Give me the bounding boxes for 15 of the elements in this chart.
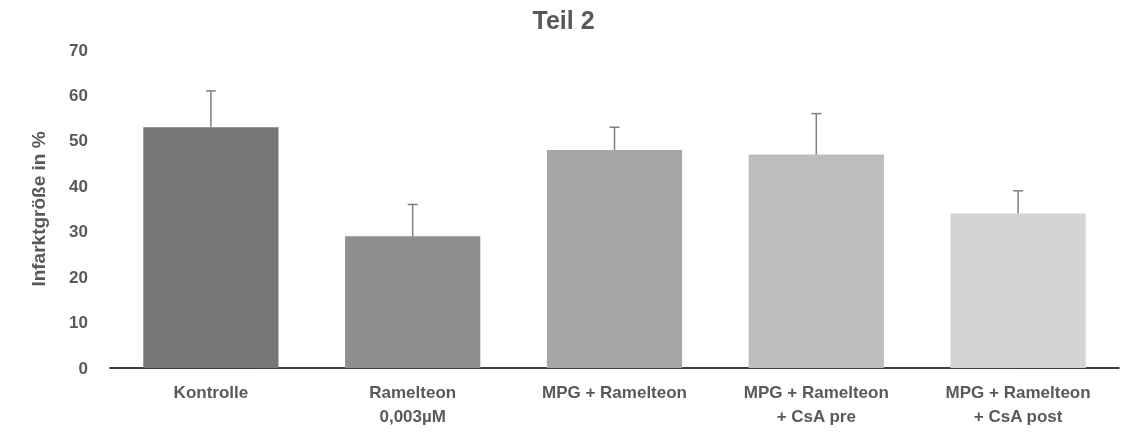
y-tick-label: 70 (69, 40, 88, 60)
y-tick-label: 40 (69, 176, 88, 196)
x-tick-label: MPG + Ramelteon + CsA pre (743, 382, 889, 426)
y-tick-label: 60 (69, 85, 88, 105)
x-tick-label: MPG + Ramelteon + CsA post (945, 382, 1091, 426)
y-axis-title: Infarktgröße in % (28, 131, 49, 287)
y-tick-label: 10 (69, 313, 88, 333)
x-tick-label: MPG + Ramelteon (541, 382, 688, 402)
chart-title: Teil 2 (532, 5, 595, 34)
x-tick-label: Kontrolle (173, 382, 249, 402)
y-tick-label: 50 (69, 131, 88, 151)
y-tick-label: 30 (69, 222, 88, 242)
y-tick-label: 20 (69, 267, 88, 287)
x-tick-label: Ramelteon 0,003µM (369, 382, 457, 426)
y-tick-label: 0 (78, 358, 88, 378)
